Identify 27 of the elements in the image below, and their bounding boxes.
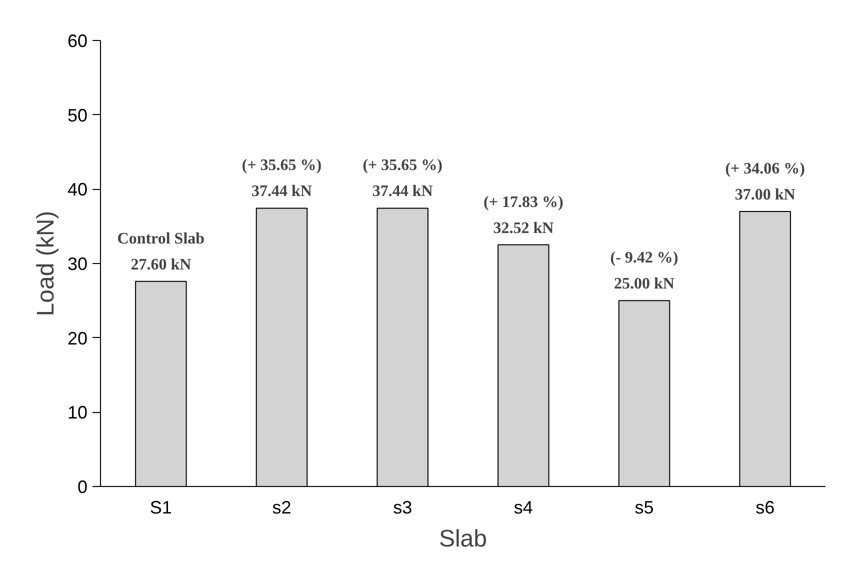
data-label: 37.44 kN [372,183,434,200]
y-tick-label: 0 [77,477,88,497]
x-tick-label: s3 [393,498,412,518]
data-label: 32.52 kN [493,220,554,237]
annotation: (+ 34.06 %) [725,160,805,178]
y-axis-title: Load (kN) [32,210,60,316]
data-label: 37.44 kN [252,183,312,200]
x-tick-label: s4 [514,498,533,518]
y-tick-label: 20 [67,328,88,348]
x-tick-label: s5 [634,498,654,518]
x-axis-title: Slab [438,526,488,552]
annotation: (+ 35.65 %) [242,157,322,174]
annotation: (+ 17.83 %) [484,194,564,211]
annotation: (+ 35.65 %) [362,157,442,174]
data-label: 27.60 kN [130,256,192,274]
y-tick-label: 10 [67,402,88,423]
data-label: 37.00 kN [734,186,796,204]
annotation: Control Slab [117,230,205,248]
x-tick-label: s6 [756,498,775,518]
y-tick-label: 30 [67,254,88,274]
y-tick-label: 40 [67,180,88,200]
x-tick-label: S1 [150,498,172,518]
x-tick-label: s2 [272,498,292,518]
y-tick-label: 60 [67,31,88,51]
y-tick-label: 50 [67,105,88,126]
data-label: 25.00 kN [614,276,675,293]
annotation: (- 9.42 %) [610,250,678,267]
